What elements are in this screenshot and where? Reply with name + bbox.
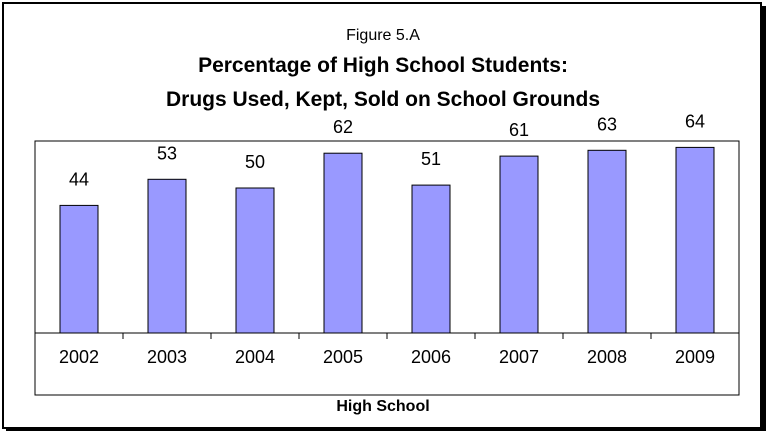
x-tick-label-2003: 2003 (147, 347, 187, 367)
bar-2008 (587, 149, 627, 334)
x-axis-label: High School (336, 398, 430, 415)
data-label-2007: 61 (509, 120, 529, 140)
data-label-2009: 64 (685, 111, 705, 131)
data-label-2006: 51 (421, 149, 441, 169)
bar-2002 (59, 204, 99, 334)
x-tick-label-2007: 2007 (499, 347, 539, 367)
chart-title-line2: Drugs Used, Kept, Sold on School Grounds (165, 88, 601, 111)
figure-label: Figure 5.A (346, 27, 420, 44)
bar-2006 (411, 184, 451, 334)
bar-2004 (235, 187, 275, 334)
data-label-2002: 44 (69, 169, 89, 189)
bar-2007 (499, 155, 539, 334)
data-label-2005: 62 (333, 117, 353, 137)
x-tick-label-2005: 2005 (323, 347, 363, 367)
chart-marks: 44 2002 53 2003 50 2004 62 2005 51 2006 61 2007 63 20… (34, 111, 740, 367)
x-tick-label-2004: 2004 (235, 347, 275, 367)
data-label-2004: 50 (245, 152, 265, 172)
data-label-2003: 53 (157, 143, 177, 163)
x-tick-label-2009: 2009 (675, 347, 715, 367)
bar-2005 (323, 152, 363, 334)
x-tick-label-2008: 2008 (587, 347, 627, 367)
chart-title-line1: Percentage of High School Students: (198, 54, 568, 77)
data-label-2008: 63 (597, 114, 617, 134)
plot-area (34, 140, 740, 396)
x-tick-label-2002: 2002 (59, 347, 99, 367)
bar-2009 (675, 146, 715, 334)
bar-2003 (147, 178, 187, 334)
x-tick-label-2006: 2006 (411, 347, 451, 367)
